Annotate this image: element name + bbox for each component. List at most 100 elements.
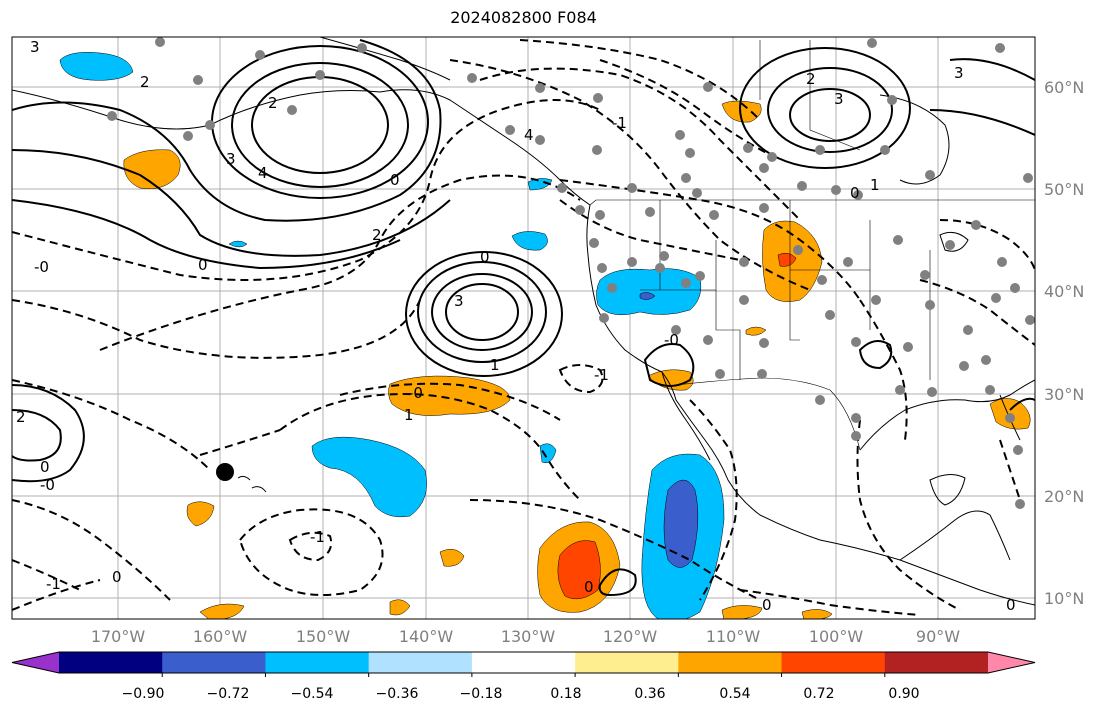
lat-label: 50°N <box>1044 180 1084 199</box>
contour-label: 0 <box>40 458 50 476</box>
colorbar-segment <box>265 652 370 673</box>
great-lakes <box>939 231 969 252</box>
latitude-labels: 60°N 50°N 40°N 30°N 20°N 10°N <box>1044 78 1084 608</box>
map-frame <box>11 36 1036 620</box>
shade-tropical-red <box>557 540 601 600</box>
contour-label: -1 <box>594 366 609 384</box>
colorbar-tick-label: 0.36 <box>634 686 665 702</box>
lon-label: 90°W <box>916 627 960 646</box>
colorbar-segment <box>781 652 886 673</box>
lon-label: 160°W <box>193 627 248 646</box>
contour-label: 0 <box>1006 596 1016 614</box>
colorbar-outline <box>11 651 1036 674</box>
contour-label: -0 <box>34 258 49 276</box>
contour-label: 3 <box>954 64 964 82</box>
negative-contours <box>12 39 1035 616</box>
colorbar-segment <box>162 652 266 673</box>
contour-label: 0 <box>198 256 208 274</box>
lat-label: 30°N <box>1044 385 1084 404</box>
west-coast <box>586 204 1035 606</box>
central-america <box>899 510 1011 561</box>
station-markers <box>107 37 1035 509</box>
colorbar-tick-label: 0.90 <box>888 686 919 702</box>
colorbar-extend-low <box>12 652 59 673</box>
contour-label: 0 <box>762 596 772 614</box>
shade-great-basin-core <box>639 292 656 300</box>
contour-label: 0 <box>850 184 860 202</box>
yucatan <box>929 474 966 506</box>
contour-label: 3 <box>30 38 40 56</box>
shade-small-orange-6 <box>801 609 833 619</box>
colorbar-segment <box>575 652 679 673</box>
colorbar-segment <box>59 652 163 673</box>
lat-label: 10°N <box>1044 589 1084 608</box>
shade-nm-orange <box>745 326 767 336</box>
contour-label: 2 <box>268 94 278 112</box>
hawaii-2 <box>251 486 267 493</box>
lon-label: 150°W <box>296 627 351 646</box>
shade-subtropical-blue <box>311 436 427 518</box>
shade-small-blue-2 <box>539 443 557 463</box>
colorbar <box>11 651 1036 677</box>
shade-small-blue-1 <box>228 240 248 248</box>
contour-label: -1 <box>46 575 61 593</box>
lat-label: 60°N <box>1044 78 1084 97</box>
shade-offshore-blue <box>511 231 548 251</box>
contour-label: 3 <box>226 150 236 168</box>
colorbar-tick-label: 0.72 <box>803 686 834 702</box>
contour-label: 0 <box>480 248 490 266</box>
colorbar-segment <box>471 652 576 673</box>
positive-contours <box>12 39 1035 597</box>
shade-rockies-red <box>777 252 797 267</box>
alaska-north-coast <box>319 37 451 81</box>
contour-label: -0 <box>408 384 423 402</box>
hawaii-marker <box>216 463 234 481</box>
colorbar-tick-label: −0.54 <box>291 686 334 702</box>
contour-label: 0 <box>390 171 400 189</box>
shade-small-orange-1 <box>186 501 215 527</box>
colorbar-tick-label: 0.54 <box>719 686 750 702</box>
lat-label: 40°N <box>1044 282 1084 301</box>
contour-label: 2 <box>16 408 26 426</box>
lon-label: 110°W <box>706 627 761 646</box>
shade-great-basin-blue <box>596 268 702 316</box>
contour-label: 4 <box>524 126 534 144</box>
colorbar-segment <box>884 652 989 673</box>
contour-label: 3 <box>834 90 844 108</box>
map-title: 2024082800 F084 <box>450 8 597 27</box>
contour-label: -1 <box>310 528 325 546</box>
hawaii-1 <box>237 475 251 481</box>
colorbar-tick-label: 0.18 <box>550 686 581 702</box>
colorbar-segment <box>368 652 473 673</box>
contour-label: 0 <box>112 568 122 586</box>
contour-labels: 3 2 3 4 2 0 -0 0 2 3 1 0 -1 -0 1 -1 2 -0… <box>16 38 1016 614</box>
shade-small-orange-5 <box>721 605 763 619</box>
lon-label: 170°W <box>91 627 146 646</box>
lat-label: 20°N <box>1044 487 1084 506</box>
shade-small-orange-3 <box>389 599 411 616</box>
contour-label: -0 <box>664 331 679 349</box>
colorbar-tick-labels: −0.90 −0.72 −0.54 −0.36 −0.18 0.18 0.36 … <box>122 686 920 702</box>
shaded-anomaly-areas <box>59 52 1031 619</box>
colorbar-tick-label: −0.72 <box>207 686 250 702</box>
shade-small-orange-2 <box>439 549 465 567</box>
contour-label: 0 <box>584 578 594 596</box>
shade-gulf-alaska-blue <box>59 52 134 81</box>
contour-label: 3 <box>454 292 464 310</box>
lon-label: 140°W <box>399 627 454 646</box>
contour-label: 1 <box>490 356 500 374</box>
contour-label: 2 <box>806 70 816 88</box>
colorbar-tick-label: −0.90 <box>122 686 165 702</box>
shade-baja-orange <box>647 369 694 391</box>
lon-label: 120°W <box>603 627 658 646</box>
colorbar-extend-high <box>988 652 1035 673</box>
contour-label: -1 <box>612 114 627 132</box>
contour-label: 1 <box>404 406 414 424</box>
contour-label: 2 <box>140 73 150 91</box>
lon-label: 100°W <box>809 627 864 646</box>
lon-label: 130°W <box>501 627 556 646</box>
coastlines <box>12 37 1035 606</box>
contour-label: 2 <box>372 226 382 244</box>
alaska-coast <box>12 89 591 206</box>
